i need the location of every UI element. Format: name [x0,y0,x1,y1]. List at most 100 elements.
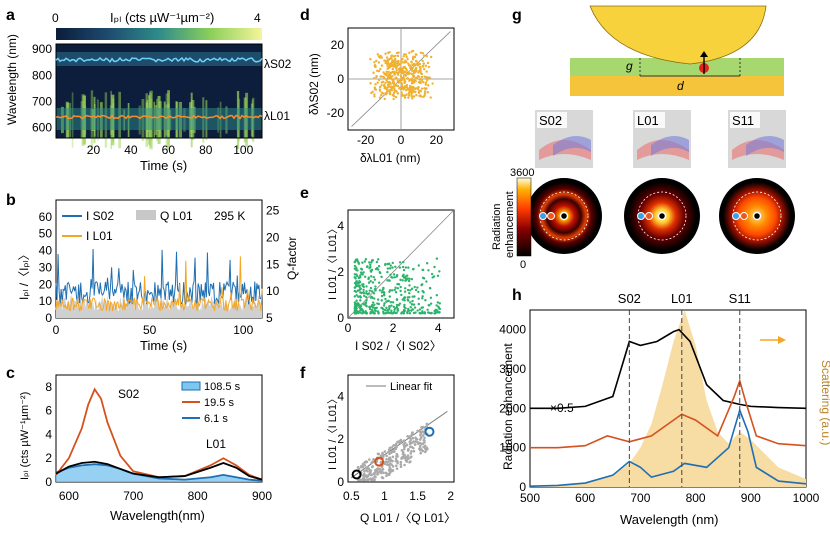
panel-f-point [388,462,392,465]
panel-f-point [370,478,373,482]
panel-e-point [436,274,440,277]
f-yticks-label: 4 [337,389,344,403]
e-xticks-label: 2 [390,321,397,335]
panel-e-point [406,288,410,292]
panel-e-point [388,295,392,298]
f-xticks-label: 1.5 [409,489,426,503]
panel-e-point [411,268,415,271]
panel-d-point [414,70,417,73]
panel-f-point [403,463,406,467]
panel-d-point [404,88,408,92]
panel-f-point [420,425,423,429]
panel-d-point [396,92,400,95]
panel-e-point [359,304,363,308]
panel-e-point [438,307,442,311]
panel-d-point [410,60,413,63]
panel-e-point [398,266,402,269]
panel-d-point [420,79,424,82]
panel-d-point [373,95,376,98]
panel-d-point [392,97,395,101]
panel-g-colorbar-label-1: Radiation [491,204,503,250]
panel-e-point [353,281,357,285]
panel-e-point [364,310,367,314]
panel-d-point [423,87,426,90]
panel-e-point [389,273,392,276]
panel-f-point [409,452,413,455]
panel-e-point [365,298,368,302]
panel-e-point [409,301,412,304]
panel-d-point [415,60,418,63]
panel-e-point [374,287,377,291]
panel-e-point [416,309,419,312]
panel-d-point [377,69,381,73]
h-yticks-label: 3000 [499,362,526,376]
panel-e-point [370,308,374,312]
panel-e-point [371,281,375,284]
panel-e-point [359,291,362,294]
panel-f-point [373,475,377,478]
panel-f-point [423,436,426,440]
panel-e-point [369,286,373,290]
panel-e-point [410,287,414,290]
panel-e-point [417,297,420,300]
panel-f-point [399,460,403,464]
panel-d-point [379,67,382,71]
panel-e-point [390,304,393,307]
c-xticks-label: 600 [59,489,79,503]
panel-e-point [353,286,357,289]
panel-e-point [396,309,400,312]
panel-f-point [402,439,406,442]
panel-h-series-line [529,407,807,488]
panel-f-point [423,450,427,454]
panel-d-point [388,76,391,79]
panel-e-point [409,306,412,309]
panel-d-point [422,68,426,71]
panel-f-point [408,435,412,438]
panel-f-point [359,465,363,469]
panel-d-point [377,78,381,82]
panel-e-point [356,282,360,285]
panel-e-point [430,272,434,276]
panel-f-point [394,459,398,463]
panel-e-point [359,299,362,302]
panel-f-point [414,437,418,441]
panel-e-point [423,312,427,315]
panel-e-point [418,308,422,311]
panel-d-point [396,84,400,88]
panel-d-point [417,74,420,78]
panel-e-point [404,275,407,278]
panel-d-point [393,89,397,93]
panel-d-point [415,76,419,79]
h-xticks-label: 700 [630,491,650,505]
panel-e-point [403,305,406,309]
panel-d-point [380,84,383,87]
panel-e-point [378,289,382,292]
panel-f-point [361,478,365,482]
panel-e-point [363,275,367,278]
panel-d-point [417,71,420,74]
panel-d-point [408,79,411,82]
panel-g-colorbar-max: 3600 [510,167,534,179]
panel-g-map-orange-dot [645,212,653,220]
a-xticks-label: 100 [233,143,253,157]
panel-h-mode-label: S02 [618,291,641,306]
panel-e-point [363,260,367,263]
panel-e-point [410,278,414,281]
panel-f-point [383,462,387,466]
panel-f-highlight-orange [374,456,385,467]
panel-e-point [363,294,366,298]
panel-e-point [367,292,371,295]
panel-d-point [380,64,384,67]
panel-d-point [405,93,408,96]
panel-d-point [407,71,410,75]
panel-f-point [406,449,410,452]
panel-e-point [424,299,427,302]
panel-e-point [357,295,360,298]
d-xticks-label: -20 [357,133,375,147]
panel-e-point [403,303,406,307]
panel-e-point [362,285,365,289]
panel-e-point [383,302,386,305]
panel-f-point [416,429,420,433]
panel-d-point [383,83,386,86]
panel-h-arrow-head [778,336,786,344]
